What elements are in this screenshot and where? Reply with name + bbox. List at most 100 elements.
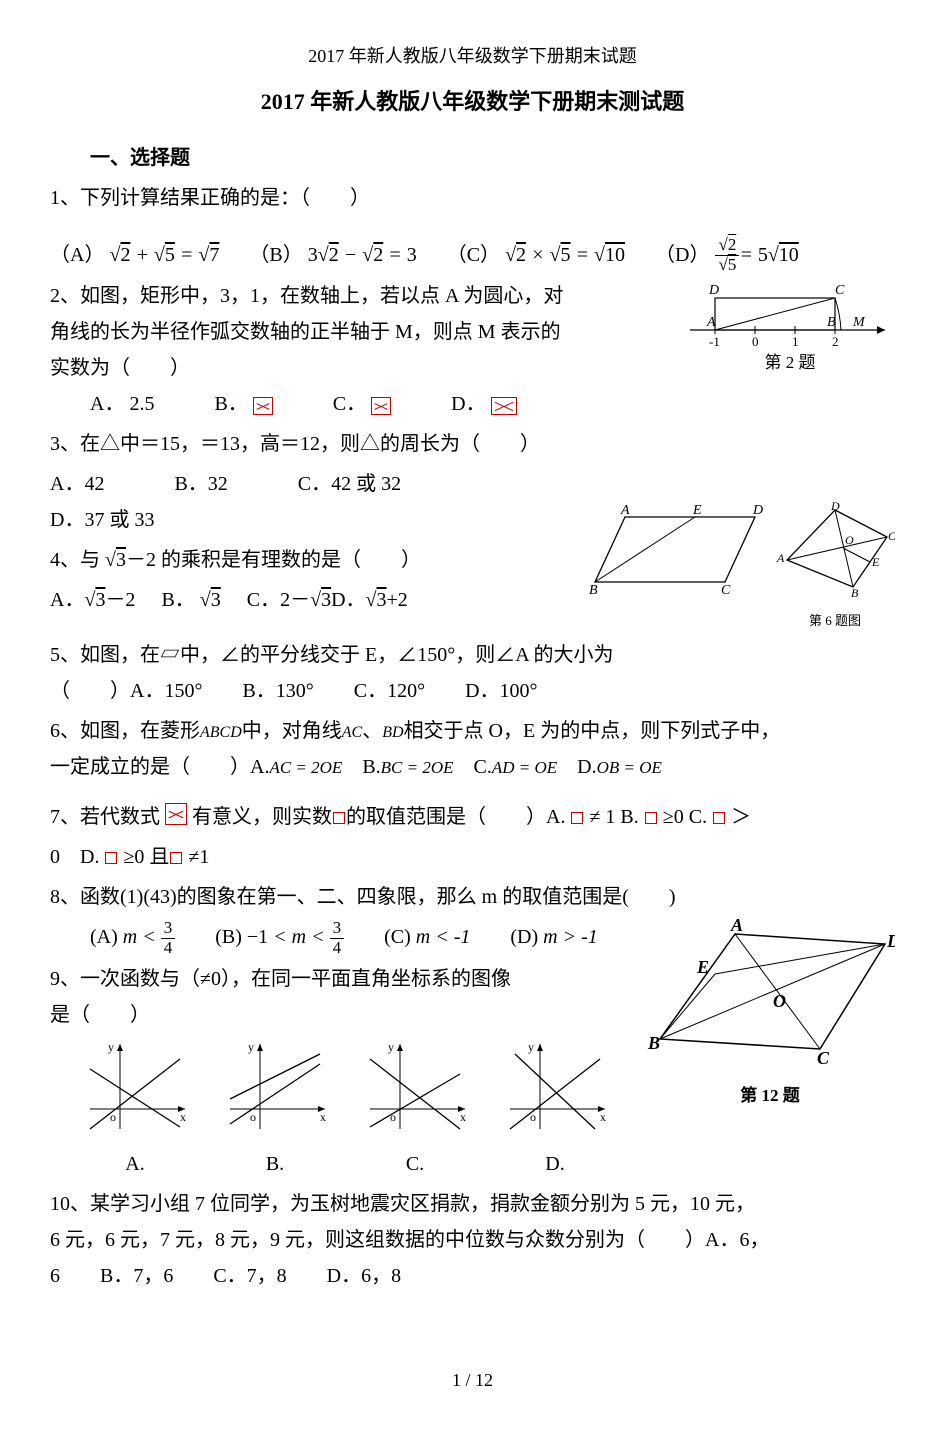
q10-line3: 6 B．7，6 C．7，8 D．6，8 [50, 1258, 895, 1294]
q7-a-tail: ≠ 1 B. [584, 806, 643, 828]
q9-c-label: C. [360, 1146, 470, 1182]
q5-line1: 5、如图，在▱中，∠的平分线交于 E，∠150°，则∠A 的大小为 [50, 637, 895, 673]
svg-text:M: M [852, 315, 866, 330]
placeholder-box-icon [713, 812, 725, 824]
svg-text:D: D [752, 503, 763, 518]
q9-graph-a: xyo A. [80, 1039, 190, 1182]
question-1: 1、下列计算结果正确的是：（ ） [50, 180, 895, 216]
q7-pre: 7、若代数式 [50, 806, 165, 828]
svg-text:1: 1 [792, 334, 799, 348]
q3-opt-a: A．42 [50, 466, 104, 502]
q9-graphs: xyo A. xyo B. xyo C. xyo [80, 1039, 635, 1182]
placeholder-box-icon [571, 812, 583, 824]
placeholder-box-icon [645, 812, 657, 824]
question-6: 6、如图，在菱形ABCD中，对角线AC、BD相交于点 O，E 为的中点，则下列式… [50, 713, 895, 785]
svg-text:-1: -1 [709, 334, 720, 348]
q1-c-label: （C） [447, 244, 500, 266]
question-7: 7、若代数式 有意义，则实数的取值范围是（ ）A. ≠ 1 B. ≥0 C. ＞ [50, 799, 895, 835]
svg-text:x: x [180, 1110, 186, 1124]
q2-opt-b: B． [214, 386, 272, 422]
svg-text:0: 0 [752, 334, 759, 348]
placeholder-box-icon [170, 852, 182, 864]
q1-d-label: （D） [655, 237, 709, 273]
q7-mid: 有意义，则实数 [192, 806, 332, 828]
broken-image-icon [165, 803, 187, 825]
q7-d-tail: ≠1 [183, 846, 209, 868]
q9-graph-d: xyo D. [500, 1039, 610, 1182]
question-4: 4、与 √3－2 的乘积是有理数的是（ ） [50, 542, 895, 578]
figure-q5: A E D B C [585, 502, 765, 609]
q7-c-tail: ＞ [726, 806, 751, 828]
svg-text:x: x [320, 1110, 326, 1124]
q8-opt-d: (D) m > -1 [510, 919, 597, 955]
q6-line2: 一定成立的是（ ）A.AC = 2OE B.BC = 2OE C.AD = OE… [50, 749, 895, 785]
svg-text:D: D [830, 502, 840, 513]
q2-opt-d: D． [451, 386, 516, 422]
svg-text:O: O [773, 991, 786, 1011]
figure-q6: D C B A O E 第 6 题图 [775, 502, 895, 632]
q3-opt-d: D．37 或 33 [50, 502, 895, 538]
q1-opt-b: （B） 3√2 − √2 = 3 [249, 237, 416, 273]
svg-text:2: 2 [832, 334, 839, 348]
svg-text:y: y [528, 1040, 534, 1054]
q8-opt-c: (C) m < -1 [384, 919, 470, 955]
figure-q12: A D C B E O 第 12 题 [645, 919, 895, 1112]
svg-text:E: E [871, 555, 880, 569]
svg-text:y: y [248, 1040, 254, 1054]
svg-text:C: C [835, 283, 845, 298]
q4-opt-b: B． √3 [161, 582, 220, 618]
q8-opt-b: (B) −1 < m < 34 [215, 919, 344, 958]
svg-text:x: x [460, 1110, 466, 1124]
q8-opt-a: (A) m < 34 [90, 919, 175, 958]
section-heading: 一、选择题 [50, 140, 895, 176]
svg-text:E: E [696, 957, 709, 977]
page-header-small: 2017 年新人教版八年级数学下册期末试题 [50, 40, 895, 72]
svg-text:B: B [589, 583, 598, 597]
placeholder-box-icon [105, 852, 117, 864]
q1-stem: 1、下列计算结果正确的是：（ ） [50, 187, 370, 209]
q6-line1: 6、如图，在菱形ABCD中，对角线AC、BD相交于点 O，E 为的中点，则下列式… [50, 720, 780, 742]
svg-text:O: O [845, 533, 854, 547]
placeholder-box-icon [333, 812, 345, 824]
svg-text:y: y [388, 1040, 394, 1054]
q3-stem: 3、在△中＝15，＝13，高＝12，则△的周长为（ ） [50, 433, 540, 455]
broken-image-icon [371, 397, 391, 415]
q7-l2-pre: 0 D. [50, 846, 104, 868]
question-3: 3、在△中＝15，＝13，高＝12，则△的周长为（ ） [50, 426, 895, 462]
svg-text:B: B [851, 586, 859, 597]
q4-opt-a: A．√3－2 [50, 582, 135, 618]
q5-opts: （ ）A．150° B．130° C．120° D．100° [50, 673, 895, 709]
svg-text:B: B [827, 315, 836, 330]
question-10: 10、某学习小组 7 位同学，为玉树地震灾区捐款，捐款金额分别为 5 元，10 … [50, 1186, 895, 1294]
q3-options: A．42 B．32 C．42 或 32 [50, 466, 895, 502]
figure-q2: -1 0 1 2 A B C D M 第 2 题 [685, 278, 895, 379]
svg-text:C: C [817, 1048, 830, 1068]
q7-line2: 0 D. ≥0 且 ≠1 [50, 839, 895, 875]
svg-text:C: C [888, 529, 895, 543]
q10-line1: 10、某学习小组 7 位同学，为玉树地震灾区捐款，捐款金额分别为 5 元，10 … [50, 1186, 895, 1222]
q2-opt-c: C． [333, 386, 391, 422]
q1-opt-a: （A） √2 + √5 = √7 [50, 237, 219, 273]
figure-q2-svg: -1 0 1 2 A B C D M [685, 278, 895, 348]
svg-text:D: D [886, 931, 895, 951]
q3-opt-b: B．32 [174, 466, 227, 502]
q8-stem: 8、函数(1)(43)的图象在第一、二、四象限，那么 m 的取值范围是( ) [50, 886, 676, 908]
q7-post: 的取值范围是（ ）A. [346, 806, 570, 828]
q2-opt-a: A． 2.5 [90, 386, 154, 422]
svg-text:y: y [108, 1040, 114, 1054]
svg-text:x: x [600, 1110, 606, 1124]
svg-text:C: C [721, 583, 731, 597]
q4-stem: 4、与 √3－2 的乘积是有理数的是（ ） [50, 549, 421, 571]
q3-opt-c: C．42 或 32 [298, 466, 401, 502]
figure-q5-svg: A E D B C [585, 502, 765, 597]
q9-d-label: D. [500, 1146, 610, 1182]
q7-d-mid: ≥0 且 [118, 846, 169, 868]
svg-text:B: B [647, 1033, 660, 1053]
q9-graph-b: xyo B. [220, 1039, 330, 1182]
figure-q6-caption: 第 6 题图 [775, 609, 895, 632]
broken-image-icon [253, 397, 273, 415]
q4-opt-c: C．2－√3D．√3+2 [247, 582, 408, 618]
q1-b-label: （B） [249, 244, 302, 266]
q9-b-label: B. [220, 1146, 330, 1182]
question-8: 8、函数(1)(43)的图象在第一、二、四象限，那么 m 的取值范围是( ) [50, 879, 895, 915]
